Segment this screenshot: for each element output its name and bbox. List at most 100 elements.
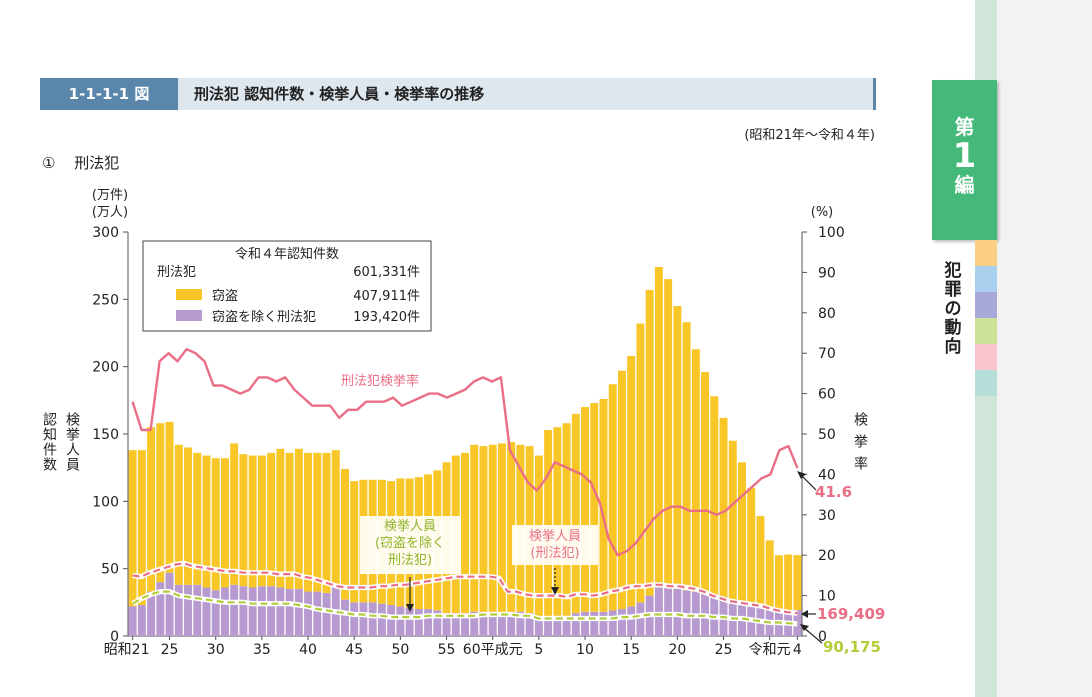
legend-label-theft: 窃盗 [212,288,238,304]
bar-theft [220,458,229,588]
end-value-arrests-total: 169,409 [817,605,885,623]
bar-theft [257,455,266,587]
chapter-color-bar-2[interactable] [975,266,997,292]
arrowhead-end-rate [797,471,806,479]
bar-other-crime [137,605,146,636]
bar-other-crime [497,613,506,636]
bar-theft [581,407,589,612]
line-arrests-nontheft [132,590,798,625]
side-margin [997,0,1092,697]
bar-theft [627,355,636,607]
bar-theft [461,452,469,614]
legend-value-total: 601,331件 [353,265,420,280]
bar-other-crime [248,587,257,636]
right-tick-label: 10 [818,589,836,605]
bar-other-crime [220,587,229,636]
arrowhead-arrests-total [551,587,559,595]
bar-theft [165,421,174,573]
bar-theft [174,444,183,585]
bar-other-crime [654,587,663,636]
right-tick-label: 70 [818,346,836,362]
bar-other-crime [617,609,626,636]
x-tick-label: 25 [161,642,179,658]
bar-theft [664,279,673,584]
bar-theft [304,452,313,592]
legend-label-other: 窃盗を除く刑法犯 [212,309,316,325]
bar-theft [211,458,220,591]
left-axis-unit-cases: (万件) [92,188,128,203]
bar-other-crime [516,611,525,636]
bar-theft [128,450,137,607]
bar-theft [756,516,765,607]
part-tab[interactable]: 第 1 編 [932,80,997,240]
bar-other-crime [479,611,488,636]
bar-other-crime [442,613,451,636]
right-tick-label: 90 [818,265,836,281]
label-arrests-total: (刑法犯) [530,546,579,561]
chapter-color-bar-6[interactable] [975,370,997,396]
x-tick-label: 5 [534,642,543,658]
label-arrests-total: 検挙人員 [529,529,581,544]
bar-other-crime [359,602,368,636]
bar-other-crime [461,613,469,636]
bar-other-crime [267,586,276,636]
end-value-arrests-nontheft: 90,175 [823,638,881,656]
bar-theft [322,452,331,593]
bar-other-crime [525,613,534,636]
bar-theft [765,540,774,611]
bar-theft [710,396,719,596]
right-tick-label: 30 [818,508,836,524]
left-axis-unit-persons: (万人) [92,205,128,220]
bar-theft [294,448,303,589]
bar-theft [747,487,756,604]
bar-other-crime [313,591,322,636]
left-tick-label: 300 [92,225,119,241]
arrowhead-end-arrests-nontheft [800,624,809,631]
x-tick-label: 60平成元 [463,642,523,658]
bar-other-crime [322,592,331,636]
bar-other-crime [405,607,414,636]
bar-theft [645,289,654,596]
bar-theft [507,442,516,612]
left-tick-label: 50 [101,562,119,578]
bar-other-crime [627,606,636,636]
left-axis-title-cases: 認知件数 [41,412,57,472]
label-arrests-total-bg [512,525,598,565]
part-tab-prefix: 第 [954,115,975,139]
bar-other-crime [350,602,359,636]
bar-other-crime [211,590,220,636]
chapter-color-bar-4[interactable] [975,318,997,344]
bar-other-crime [562,615,571,636]
chapter-color-bar-5[interactable] [975,344,997,370]
period-label: (昭和21年～令和４年) [744,128,875,143]
bar-other-crime [608,610,617,636]
bar-other-crime [128,606,137,636]
bar-other-crime [451,613,460,636]
line-clearance-rate [131,348,799,557]
bar-theft [719,417,728,597]
bar-theft [562,423,571,616]
x-tick-label: 40 [299,642,317,658]
bar-other-crime [276,587,285,636]
line-arrests-total [132,562,798,615]
chapter-color-bar-3[interactable] [975,292,997,318]
bar-theft [793,555,802,611]
right-tick-label: 80 [818,306,836,322]
bar-theft [248,455,257,588]
legend-swatch-theft [176,289,202,300]
bar-theft [267,452,276,587]
right-axis-unit: (%) [811,205,834,220]
bar-theft [276,448,285,588]
left-tick-label: 150 [92,427,119,443]
chapter-color-bar-1[interactable] [975,240,997,266]
legend-label-total: 刑法犯 [157,265,196,280]
bar-theft [701,372,710,595]
label-arrests-nontheft-bg [360,516,460,574]
bar-other-crime [590,611,599,636]
bar-theft [544,429,553,618]
x-tick-label: 15 [622,642,640,658]
bar-other-crime [664,583,673,636]
bar-other-crime [174,584,183,636]
bar-other-crime [387,605,396,636]
x-tick-label: 10 [576,642,594,658]
